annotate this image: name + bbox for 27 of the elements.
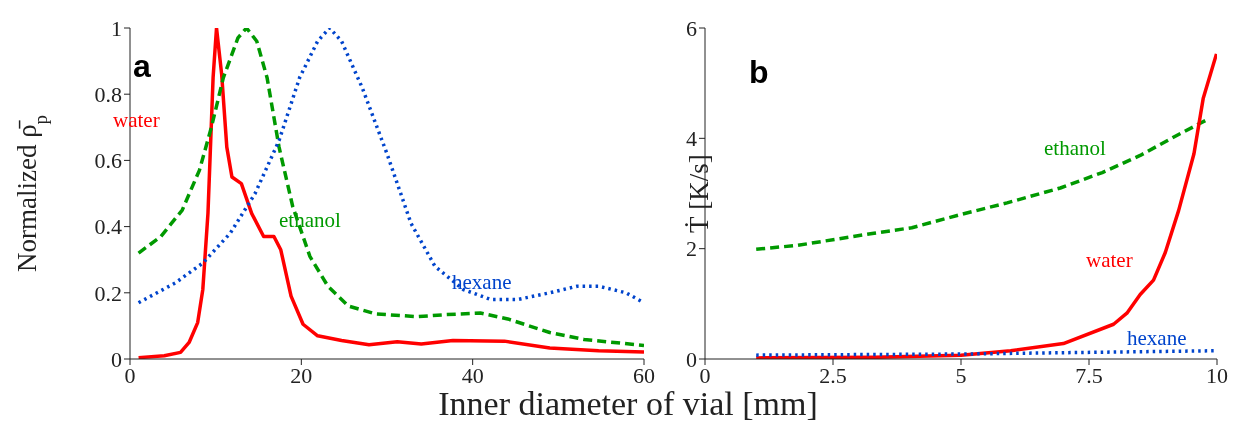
y-tick-label: 0.2 bbox=[94, 280, 122, 306]
y-tick-label: 0.8 bbox=[94, 82, 122, 108]
text: b bbox=[749, 54, 769, 90]
x-tick-label: 7.5 bbox=[1075, 362, 1103, 388]
y-tick-label: 4 bbox=[686, 126, 697, 152]
y-tick-label: 0.6 bbox=[94, 148, 122, 174]
y-tick-label: 0.4 bbox=[94, 214, 122, 240]
series-label: hexane bbox=[1127, 326, 1187, 350]
x-tick-label: 60 bbox=[633, 362, 655, 388]
series-label: ethanol bbox=[279, 208, 341, 232]
text: a bbox=[133, 48, 151, 84]
y-tick-label: 2 bbox=[686, 236, 697, 262]
y-tick-label: 1 bbox=[111, 15, 122, 41]
text: water bbox=[113, 108, 160, 132]
series-label: water bbox=[1086, 248, 1133, 272]
x-axis-title: Inner diameter of vial [mm] bbox=[438, 385, 818, 422]
x-tick-label: 10 bbox=[1206, 362, 1228, 388]
x-tick-label: 5 bbox=[955, 362, 967, 388]
y-tick-label: 6 bbox=[686, 15, 697, 41]
y-tick-label: 0 bbox=[686, 346, 697, 372]
y-tick-label: 0 bbox=[111, 346, 122, 372]
x-tick-label: 2.5 bbox=[819, 362, 847, 388]
x-tick-label: 20 bbox=[290, 362, 313, 388]
x-tick-label: 40 bbox=[461, 362, 484, 388]
series-label: ethanol bbox=[1044, 136, 1106, 160]
series-label: hexane bbox=[452, 270, 512, 294]
y-axis-title: Ṫ [K/s] bbox=[684, 154, 714, 233]
